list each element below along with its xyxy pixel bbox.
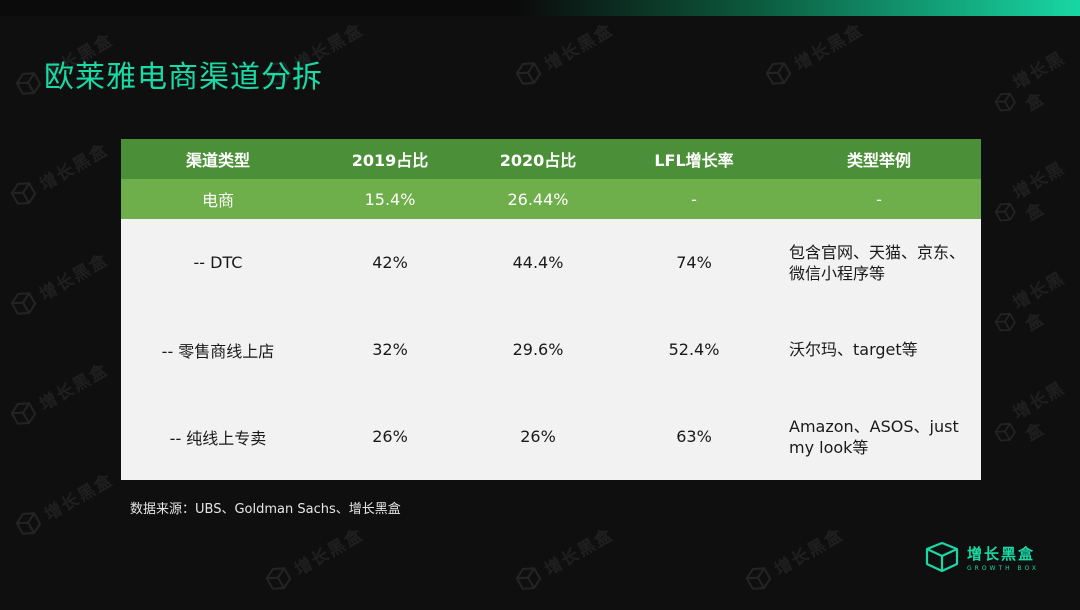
example-line: 微信小程序等 <box>789 263 886 283</box>
cube-logo-icon <box>994 422 1016 442</box>
page-title: 欧莱雅电商渠道分拆 <box>44 60 323 95</box>
example-line: Amazon、ASOS、just <box>789 416 959 436</box>
watermark: 增长黑盒 <box>741 520 848 597</box>
channel-table-container: 渠道类型 2019占比 2020占比 LFL增长率 类型举例 电商 15.4% … <box>121 139 981 481</box>
table-header-row: 渠道类型 2019占比 2020占比 LFL增长率 类型举例 <box>121 139 981 179</box>
table-row: -- 纯线上专卖 26% 26% 63% Amazon、ASOS、just my… <box>121 393 981 480</box>
cube-logo-icon <box>15 72 42 95</box>
channel-table: 渠道类型 2019占比 2020占比 LFL增长率 类型举例 电商 15.4% … <box>121 139 981 480</box>
column-header: LFL增长率 <box>654 151 734 170</box>
table-cell: 电商 <box>201 191 234 210</box>
table-row: -- 零售商线上店 32% 29.6% 52.4% 沃尔玛、target等 <box>121 306 981 393</box>
cube-logo-icon <box>765 62 792 85</box>
table-cell-lfl: 52.4% <box>668 340 720 359</box>
table-cell: 15.4% <box>364 189 416 209</box>
cube-logo-icon <box>994 202 1016 222</box>
table-cell: 26.44% <box>507 189 569 209</box>
table-cell-lfl: 74% <box>676 253 712 272</box>
table-cell: - <box>876 189 882 209</box>
column-header: 2019占比 <box>351 151 429 170</box>
table-cell-examples: Amazon、ASOS、just my look等 <box>777 393 981 480</box>
watermark: 增长黑盒 <box>6 135 113 212</box>
example-line: 包含官网、天猫、京东、 <box>789 242 966 262</box>
table-cell-examples: 沃尔玛、target等 <box>777 306 981 393</box>
column-header: 渠道类型 <box>185 151 250 170</box>
cube-logo-icon <box>10 182 37 205</box>
cube-logo-icon <box>994 92 1016 112</box>
cube-logo-icon <box>515 567 542 590</box>
watermark: 增长黑盒 <box>984 151 1080 239</box>
cube-logo-icon <box>10 402 37 425</box>
table-cell-share-2020: 44.4% <box>512 253 564 272</box>
watermark: 增长黑盒 <box>984 371 1080 459</box>
watermark: 增长黑盒 <box>984 41 1080 129</box>
cube-logo-icon <box>515 62 542 85</box>
column-header: 类型举例 <box>846 151 911 170</box>
table-cell-lfl: 63% <box>676 427 712 446</box>
table-cell-channel: -- 纯线上专卖 <box>169 428 267 448</box>
table-cell-share-2019: 32% <box>372 340 408 359</box>
table-cell-examples: 包含官网、天猫、京东、 微信小程序等 <box>777 219 981 306</box>
watermark: 增长黑盒 <box>6 245 113 322</box>
column-header: 2020占比 <box>499 151 577 170</box>
table-cell: - <box>691 189 697 209</box>
table-cell-channel: -- 零售商线上店 <box>161 341 275 361</box>
table-row: -- DTC 42% 44.4% 74% 包含官网、天猫、京东、 微信小程序等 <box>121 219 981 306</box>
watermark: 增长黑盒 <box>261 520 368 597</box>
table-cell-share-2020: 29.6% <box>512 340 564 359</box>
cube-logo-icon <box>15 512 42 535</box>
example-line: 沃尔玛、target等 <box>789 340 918 359</box>
cube-logo-icon <box>925 542 959 572</box>
watermark: 增长黑盒 <box>761 15 868 92</box>
table-cell-channel: -- DTC <box>193 253 243 272</box>
cube-logo-icon <box>994 312 1016 332</box>
top-accent-bar <box>0 0 1080 16</box>
cube-logo-icon <box>10 292 37 315</box>
table-cell-share-2019: 26% <box>372 427 408 446</box>
table-summary-row: 电商 15.4% 26.44% - - <box>121 179 981 219</box>
example-line: my look等 <box>789 437 869 457</box>
watermark: 增长黑盒 <box>511 15 618 92</box>
brand-logo: 增长黑盒 GROWTH BOX <box>925 542 1039 572</box>
data-source-note: 数据来源：UBS、Goldman Sachs、增长黑盒 <box>130 502 401 517</box>
brand-subtitle: GROWTH BOX <box>967 564 1040 572</box>
cube-logo-icon <box>745 567 772 590</box>
watermark: 增长黑盒 <box>984 261 1080 349</box>
watermark: 增长黑盒 <box>11 465 118 542</box>
cube-logo-icon <box>265 567 292 590</box>
table-cell-share-2020: 26% <box>520 427 556 446</box>
brand-name: 增长黑盒 <box>967 544 1036 563</box>
brand-text: 增长黑盒 GROWTH BOX <box>967 543 1039 572</box>
watermark: 增长黑盒 <box>511 520 618 597</box>
watermark: 增长黑盒 <box>6 355 113 432</box>
table-cell-share-2019: 42% <box>372 253 408 272</box>
